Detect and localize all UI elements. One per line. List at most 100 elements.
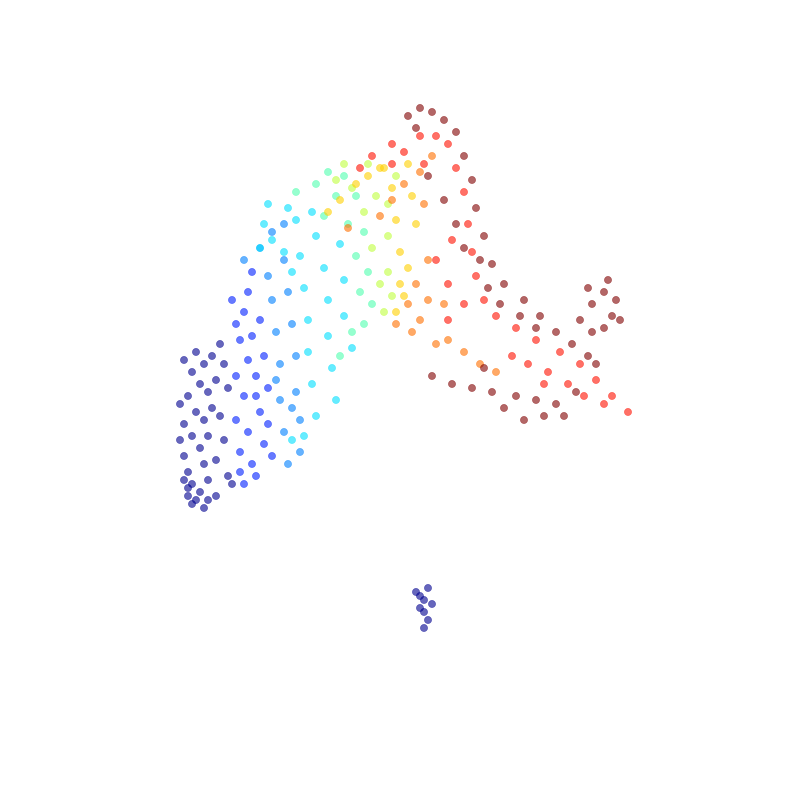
scatter-point: [508, 352, 516, 360]
scatter-point: [228, 480, 236, 488]
scatter-point: [332, 396, 340, 404]
scatter-point: [244, 288, 252, 296]
scatter-point: [220, 360, 228, 368]
scatter-point: [396, 248, 404, 256]
scatter-point: [304, 316, 312, 324]
scatter-point: [488, 388, 496, 396]
scatter-point: [432, 340, 440, 348]
scatter-point: [312, 180, 320, 188]
scatter-point: [392, 320, 400, 328]
scatter-point: [200, 460, 208, 468]
scatter-point: [336, 240, 344, 248]
scatter-point: [384, 232, 392, 240]
scatter-point: [552, 328, 560, 336]
scatter-point: [520, 296, 528, 304]
scatter-point: [332, 176, 340, 184]
data-points: [176, 104, 632, 632]
scatter-point: [216, 412, 224, 420]
scatter-point: [472, 204, 480, 212]
scatter-point: [460, 152, 468, 160]
scatter-point: [468, 384, 476, 392]
scatter-point: [604, 276, 612, 284]
scatter-point: [404, 112, 412, 120]
scatter-point: [384, 268, 392, 276]
scatter-point: [388, 160, 396, 168]
scatter-point: [404, 160, 412, 168]
scatter-point: [600, 400, 608, 408]
scatter-point: [280, 428, 288, 436]
scatter-point: [424, 616, 432, 624]
scatter-point: [188, 432, 196, 440]
scatter-point: [380, 308, 388, 316]
scatter-point: [412, 124, 420, 132]
scatter-point: [224, 472, 232, 480]
scatter-point: [388, 196, 396, 204]
scatter-point: [400, 292, 408, 300]
scatter-point: [520, 416, 528, 424]
scatter-point: [360, 228, 368, 236]
scatter-point: [488, 260, 496, 268]
scatter-point: [532, 324, 540, 332]
scatter-point: [260, 352, 268, 360]
scatter-point: [368, 244, 376, 252]
scatter-point: [380, 164, 388, 172]
scatter-point: [272, 376, 280, 384]
scatter-point: [376, 280, 384, 288]
scatter-point: [416, 604, 424, 612]
scatter-point: [348, 344, 356, 352]
scatter-point: [268, 296, 276, 304]
scatter-point: [212, 456, 220, 464]
scatter-point: [460, 348, 468, 356]
scatter-point: [336, 352, 344, 360]
scatter-point: [352, 192, 360, 200]
scatter-point: [184, 492, 192, 500]
scatter-point: [228, 296, 236, 304]
scatter-point: [360, 320, 368, 328]
scatter-point: [200, 504, 208, 512]
scatter-point: [240, 256, 248, 264]
scatter-point: [340, 160, 348, 168]
scatter-point: [216, 340, 224, 348]
scatter-point: [204, 476, 212, 484]
scatter-point: [252, 372, 260, 380]
scatter-point: [220, 436, 228, 444]
scatter-point: [492, 368, 500, 376]
scatter-point: [212, 376, 220, 384]
scatter-point: [584, 352, 592, 360]
scatter-point: [592, 360, 600, 368]
scatter-point: [464, 220, 472, 228]
scatter-point: [600, 324, 608, 332]
scatter-point: [424, 172, 432, 180]
scatter-point: [392, 308, 400, 316]
scatter-point: [396, 280, 404, 288]
scatter-point: [608, 312, 616, 320]
scatter-point: [324, 296, 332, 304]
scatter-point: [180, 356, 188, 364]
scatter-point: [444, 140, 452, 148]
scatter-point: [256, 316, 264, 324]
scatter-point: [268, 452, 276, 460]
scatter-point: [512, 392, 520, 400]
scatter-point: [304, 348, 312, 356]
scatter-point: [412, 220, 420, 228]
scatter-point: [328, 364, 336, 372]
scatter-point: [428, 600, 436, 608]
scatter-point: [416, 168, 424, 176]
scatter-point: [260, 440, 268, 448]
scatter-point: [284, 288, 292, 296]
scatter-point: [248, 460, 256, 468]
scatter-point: [468, 248, 476, 256]
scatter-point: [236, 448, 244, 456]
scatter-point: [240, 392, 248, 400]
scatter-point: [176, 400, 184, 408]
scatter-point: [288, 404, 296, 412]
scatter-point: [592, 376, 600, 384]
scatter-point: [484, 284, 492, 292]
scatter-point: [560, 412, 568, 420]
scatter-point: [276, 360, 284, 368]
scatter-point: [188, 368, 196, 376]
scatter-point: [444, 336, 452, 344]
scatter-point: [272, 328, 280, 336]
scatter-point: [292, 216, 300, 224]
scatter-point: [268, 236, 276, 244]
